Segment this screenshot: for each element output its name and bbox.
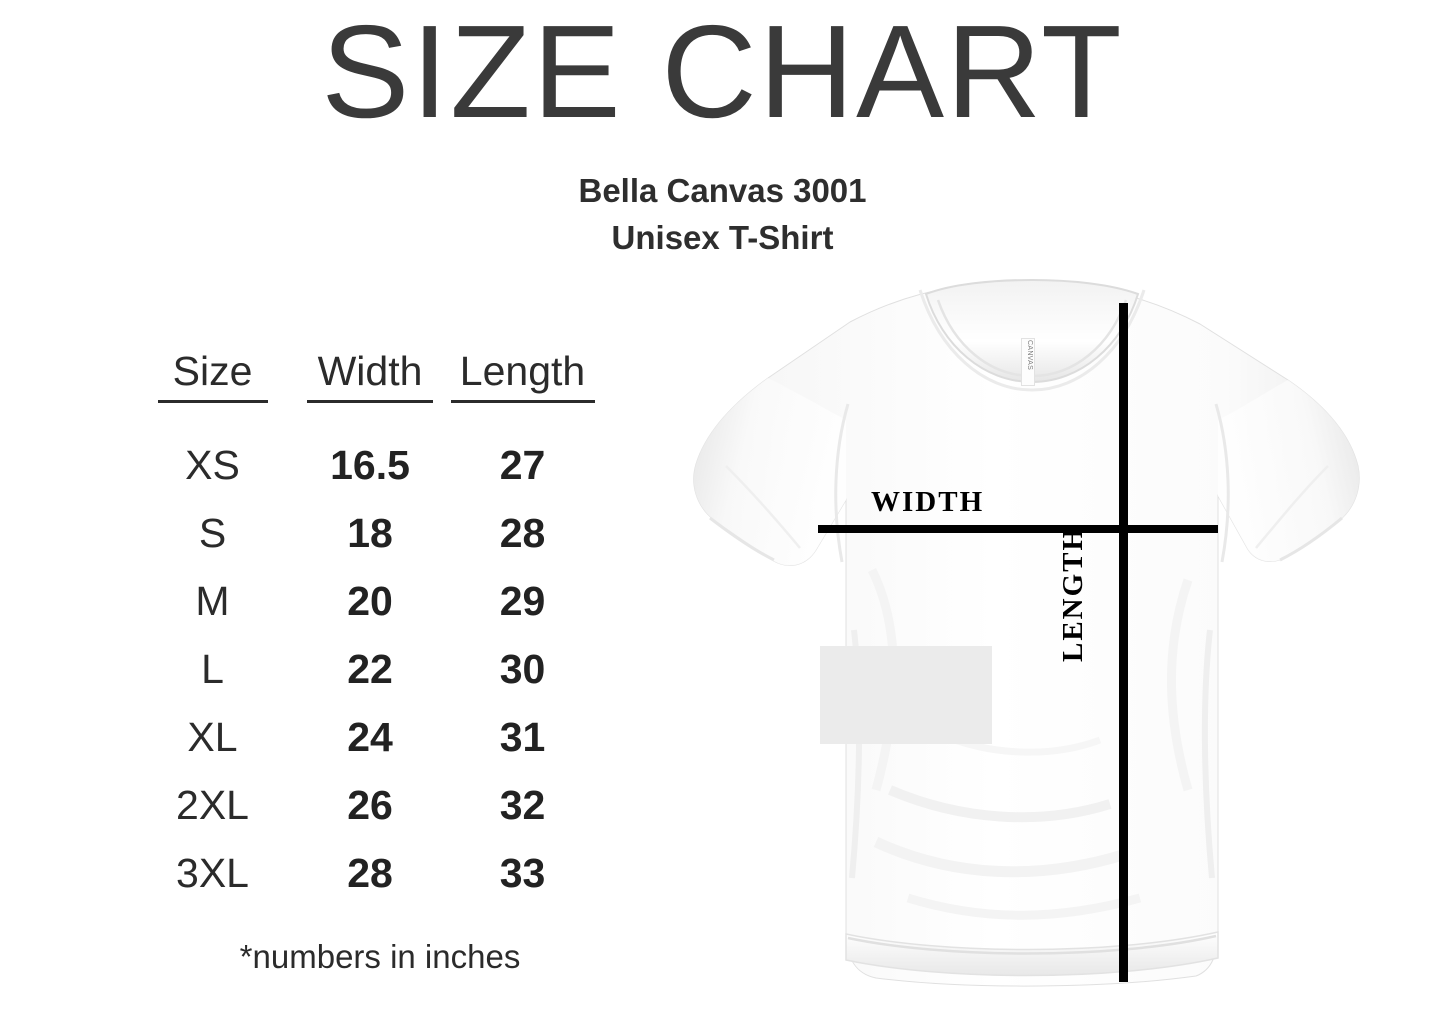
size-table: Size Width Length XS 16.5 27 S 18 28 M 2… [130,348,630,907]
cell-size: XL [187,714,238,760]
column-header-length-label: Length [450,348,595,403]
subtitle-block: Bella Canvas 3001 Unisex T-Shirt [0,168,1445,262]
table-header-row: Size Width Length [130,348,630,407]
cell-width: 20 [347,578,393,624]
cell-width: 24 [347,714,393,760]
cell-length: 33 [499,850,546,896]
cell-size: M [195,578,230,624]
tshirt-icon [693,278,1360,987]
width-measure-label: WIDTH [871,486,985,518]
table-row: XS 16.5 27 [130,431,630,499]
width-measure-line [818,525,1218,533]
page-title: SIZE CHART [321,0,1124,145]
neck-brand-label-text: CANVAS [1026,340,1033,371]
length-measure-line [1119,303,1128,982]
column-header-width: Width [295,348,445,407]
column-header-length: Length [445,348,600,407]
cell-size: S [198,510,227,556]
units-footnote: *numbers in inches [239,938,521,975]
cell-width: 26 [347,782,393,828]
cell-length: 29 [499,578,546,624]
cell-size: XS [185,442,240,488]
cell-width: 22 [347,646,393,692]
table-row: XL 24 31 [130,703,630,771]
table-header: Size Width Length [130,348,630,407]
column-header-size: Size [130,348,295,407]
gray-placeholder-patch [820,646,992,744]
cell-size: 2XL [176,782,249,828]
cell-length: 28 [499,510,546,556]
subtitle-product-type: Unisex T-Shirt [611,218,834,256]
neck-brand-label: CANVAS [1021,338,1035,386]
table-row: M 20 29 [130,567,630,635]
cell-length: 31 [499,714,546,760]
tshirt-diagram: CANVAS WIDTH LENGTH [640,270,1400,1010]
table-row: L 22 30 [130,635,630,703]
cell-length: 30 [499,646,546,692]
cell-length: 27 [499,442,546,488]
cell-size: 3XL [176,850,249,896]
cell-length: 32 [499,782,546,828]
cell-width: 18 [347,510,393,556]
table-body: XS 16.5 27 S 18 28 M 20 29 L 22 30 XL 24… [130,431,630,907]
table-row: S 18 28 [130,499,630,567]
cell-width: 28 [347,850,393,896]
cell-width: 16.5 [330,442,410,488]
table-row: 2XL 26 32 [130,771,630,839]
column-header-size-label: Size [157,348,268,403]
subtitle-product-name: Bella Canvas 3001 [578,172,867,209]
cell-size: L [201,646,224,692]
column-header-width-label: Width [307,348,433,403]
table-row: 3XL 28 33 [130,839,630,907]
length-measure-label: LENGTH [1057,525,1089,662]
